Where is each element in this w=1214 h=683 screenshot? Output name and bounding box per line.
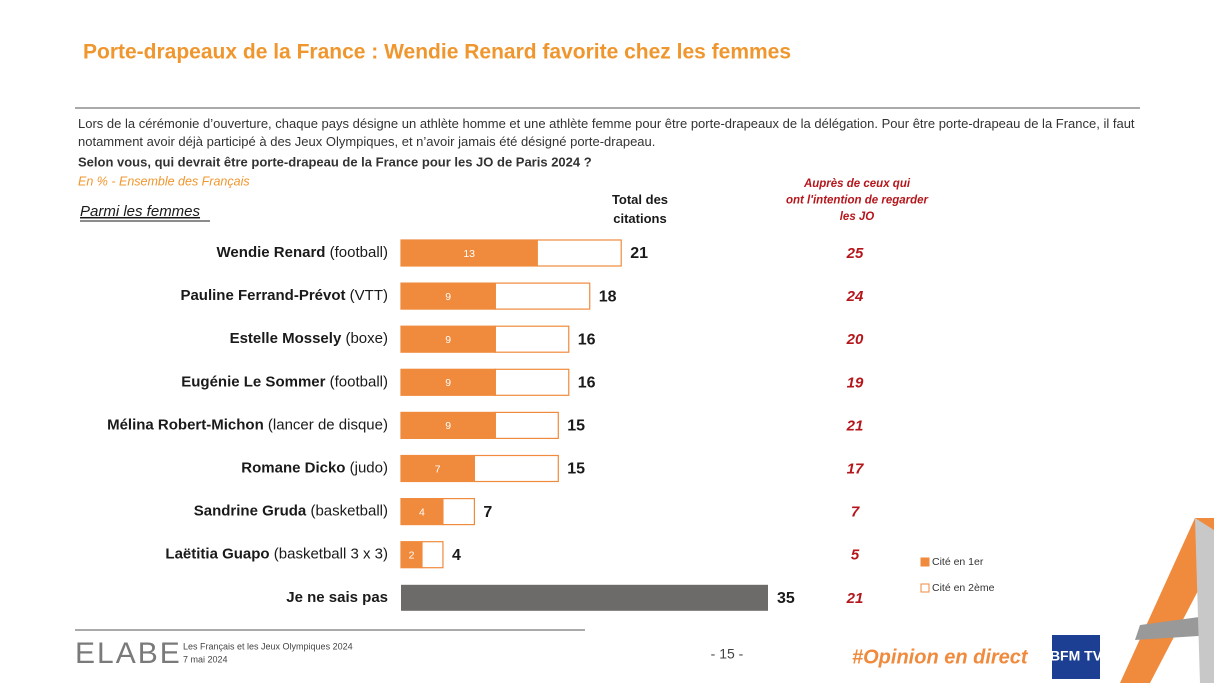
bar-segment	[442, 498, 476, 526]
watchers-value: 24	[846, 288, 864, 305]
category-label: Romane Dicko (judo)	[241, 459, 388, 476]
category-name: Estelle Mossely	[230, 330, 342, 347]
watchers-header: Auprès de ceux qui ont l'intention de reg…	[786, 178, 929, 223]
category-label: Wendie Renard (football)	[217, 244, 388, 261]
total-label: 21	[630, 245, 648, 262]
category-detail: (football)	[330, 373, 388, 390]
title: Porte-drapeaux de la France : Wendie Ren…	[83, 41, 791, 64]
logo-shape	[1195, 518, 1214, 683]
total-label: 16	[578, 375, 596, 392]
total-label: 35	[777, 590, 795, 607]
category-label: Estelle Mossely (boxe)	[230, 330, 388, 347]
category-detail: (basketball 3 x 3)	[274, 546, 388, 563]
watchers-value: 17	[847, 460, 864, 477]
bar-value-label: 9	[445, 420, 451, 432]
total-label: 15	[567, 418, 585, 435]
watchers-value: 7	[851, 504, 860, 521]
total-label: 15	[567, 461, 585, 478]
bar-value-label: 2	[409, 549, 415, 561]
category-detail: (judo)	[350, 459, 388, 476]
category-label: Je ne sais pas	[286, 589, 388, 606]
bar-segment	[421, 541, 444, 569]
bar-value-label: 13	[463, 248, 475, 260]
study: Les Français et les Jeux Olympiques 2024	[183, 641, 353, 651]
category-name: Mélina Robert-Michon	[107, 416, 264, 433]
watchers-value: 21	[846, 417, 864, 434]
bar-segment	[400, 411, 496, 439]
category-label: Eugénie Le Sommer (football)	[181, 373, 388, 390]
legend-swatch	[920, 583, 930, 593]
bar-segment	[400, 282, 496, 310]
hashtag: #Opinion en direct	[852, 646, 1029, 668]
category-label: Sandrine Gruda (basketball)	[194, 503, 388, 520]
watchers-value: 21	[846, 590, 864, 607]
category-detail: (VTT)	[350, 287, 388, 304]
bar-segment	[494, 368, 570, 396]
date: 7 mai 2024	[183, 654, 228, 664]
brand: ELABE	[75, 637, 182, 670]
category-name: Wendie Renard	[217, 244, 326, 261]
category-name: Eugénie Le Sommer	[181, 373, 325, 390]
question: Selon vous, qui devrait être porte-drape…	[78, 154, 592, 169]
bar-value-label: 7	[435, 463, 441, 475]
group-label: Parmi les femmes	[80, 203, 201, 220]
bar-value-label: 4	[419, 506, 425, 518]
bar-segment	[494, 411, 559, 439]
watchers-value: 5	[851, 547, 860, 564]
logo-shape	[1120, 518, 1214, 683]
watchers-value: 25	[846, 245, 864, 262]
intro: Lors de la cérémonie d’ouverture, chaque…	[78, 116, 1135, 149]
channel: BFM TV	[1050, 648, 1103, 664]
watchers-value: 20	[846, 331, 864, 348]
category-label: Pauline Ferrand-Prévot (VTT)	[180, 287, 388, 304]
total-label: 7	[483, 504, 492, 521]
category-name: Sandrine Gruda	[194, 503, 307, 520]
bar-segment	[494, 325, 570, 353]
totals-header: Total des citations	[612, 192, 668, 226]
bar-segment	[536, 239, 622, 267]
bar-segment	[400, 239, 538, 267]
category-name: Laëtitia Guapo	[165, 546, 269, 563]
legend-label: Cité en 2ème	[932, 582, 995, 594]
category-detail: (lancer de disque)	[268, 416, 388, 433]
channel-logo	[1052, 635, 1100, 679]
category-name: Pauline Ferrand-Prévot	[180, 287, 345, 304]
legend-label: Cité en 1er	[932, 556, 984, 568]
category-name: Romane Dicko	[241, 459, 345, 476]
total-label: 18	[599, 288, 617, 305]
category-detail: (basketball)	[310, 503, 388, 520]
category-label: Mélina Robert-Michon (lancer de disque)	[107, 416, 388, 433]
bar-segment	[494, 282, 591, 310]
bar-value-label: 9	[445, 291, 451, 303]
bar-segment	[400, 325, 496, 353]
legend-swatch	[920, 557, 930, 567]
category-detail: (football)	[330, 244, 388, 261]
bar-segment	[473, 454, 559, 483]
page-number: - 15 -	[711, 646, 744, 662]
total-label: 16	[578, 331, 596, 348]
category-detail: (boxe)	[345, 330, 388, 347]
bar-value-label: 9	[445, 334, 451, 346]
logo-shape	[1135, 615, 1214, 640]
bar-value-label: 9	[445, 377, 451, 389]
total-label: 4	[452, 547, 461, 564]
category-label: Laëtitia Guapo (basketball 3 x 3)	[165, 546, 388, 563]
watchers-value: 19	[847, 374, 864, 391]
bar	[401, 584, 768, 611]
subtitle: En % - Ensemble des Français	[78, 174, 250, 188]
